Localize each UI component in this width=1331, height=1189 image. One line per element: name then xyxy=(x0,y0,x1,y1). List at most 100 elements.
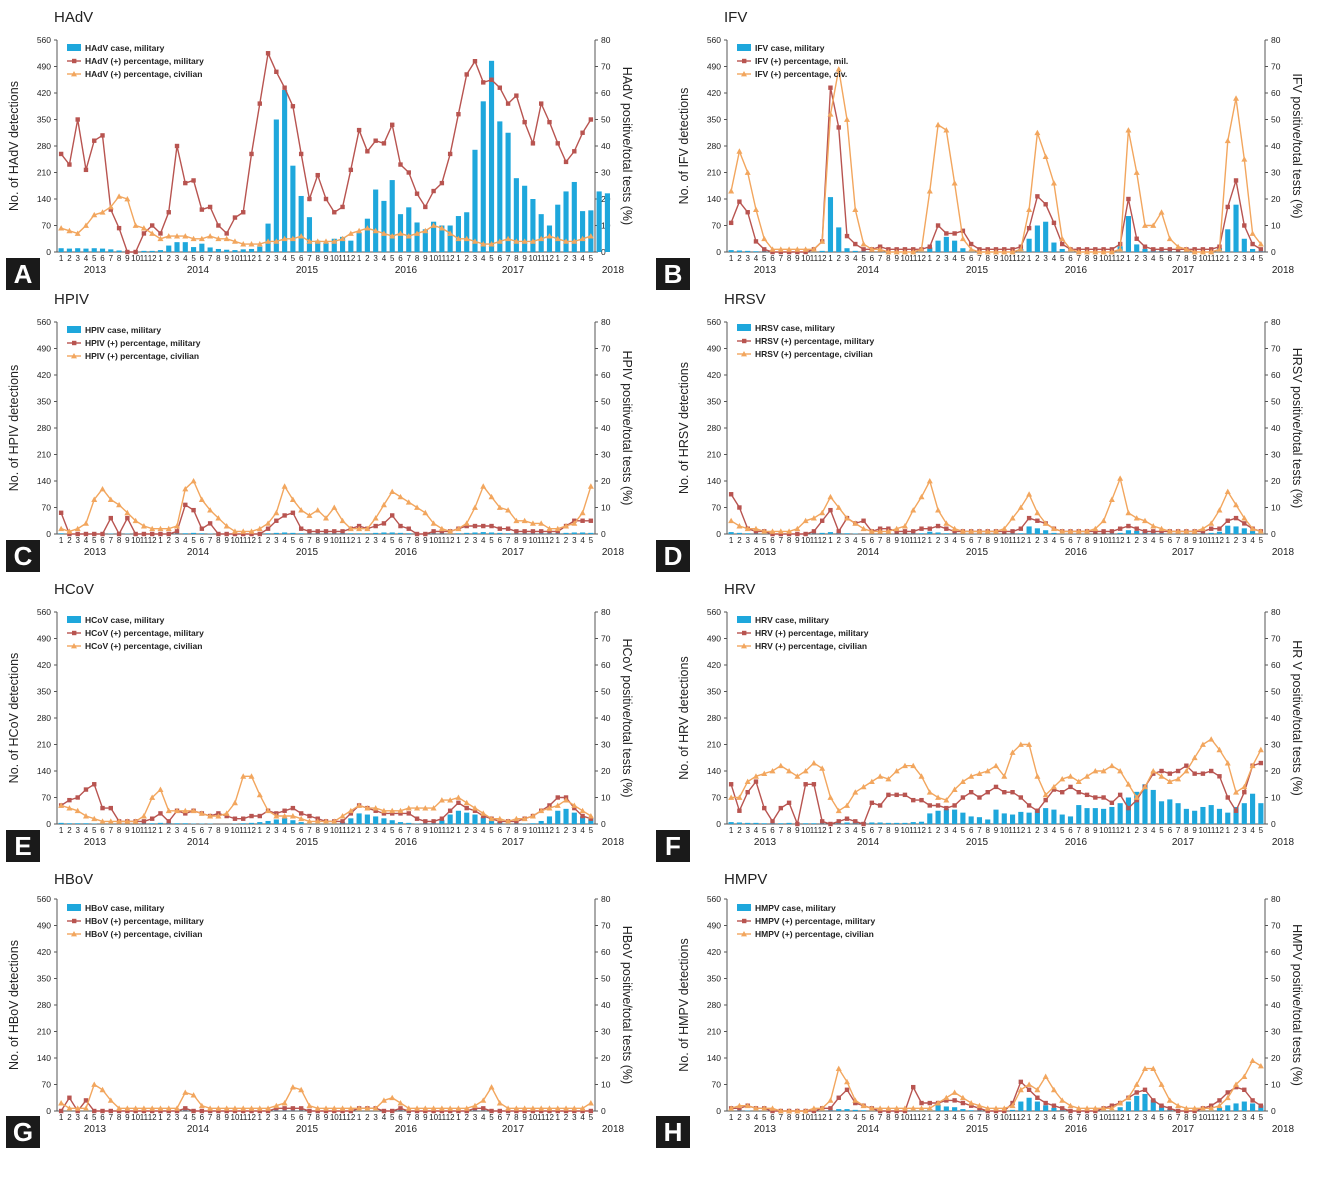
bar xyxy=(745,822,751,824)
point xyxy=(431,1108,436,1114)
y-axis-label: No. of HRSV detections xyxy=(677,362,691,494)
year-label: 2013 xyxy=(84,837,107,848)
point xyxy=(1150,523,1157,529)
month-tick-label: 4 xyxy=(282,1113,287,1122)
point xyxy=(447,1108,453,1114)
month-tick-label: 7 xyxy=(977,826,982,835)
point xyxy=(348,167,354,173)
point xyxy=(505,818,512,824)
point xyxy=(365,149,370,154)
point xyxy=(984,768,991,774)
point xyxy=(166,531,171,537)
bar xyxy=(546,533,553,534)
bar xyxy=(1158,533,1165,534)
point xyxy=(82,813,89,819)
y2-tick-label: 20 xyxy=(601,1053,611,1063)
point xyxy=(265,807,272,814)
year-label: 2013 xyxy=(84,1124,107,1135)
point xyxy=(1117,792,1123,798)
month-tick-label: 4 xyxy=(580,826,585,835)
bar xyxy=(1043,1105,1049,1111)
bar xyxy=(182,242,188,252)
month-tick-label: 3 xyxy=(1043,826,1048,835)
point xyxy=(405,499,412,505)
month-tick-label: 2 xyxy=(67,254,72,263)
point xyxy=(1009,1102,1016,1109)
y2-tick-label: 80 xyxy=(601,317,611,327)
point xyxy=(348,811,354,816)
point xyxy=(306,238,313,244)
point xyxy=(289,235,296,242)
month-tick-label: 5 xyxy=(191,254,196,263)
bar xyxy=(505,533,511,534)
month-tick-label: 4 xyxy=(84,826,89,835)
point xyxy=(960,228,966,233)
point xyxy=(447,1105,454,1111)
bar xyxy=(298,533,304,534)
point xyxy=(827,1097,834,1103)
point xyxy=(231,799,238,806)
month-tick-label: 1 xyxy=(456,536,461,545)
month-tick-label: 12 xyxy=(247,1113,256,1122)
point xyxy=(1192,771,1197,776)
month-tick-label: 12 xyxy=(446,536,455,545)
y2-tick-label: 0 xyxy=(1271,247,1276,257)
year-label: 2015 xyxy=(966,837,989,848)
bar xyxy=(1034,1101,1040,1111)
point xyxy=(1026,741,1033,747)
year-label: 2018 xyxy=(1272,265,1295,276)
point xyxy=(165,233,172,239)
point xyxy=(952,529,957,534)
point xyxy=(124,509,131,516)
month-tick-label: 4 xyxy=(1250,1113,1255,1122)
point xyxy=(811,782,817,787)
month-tick-label: 11 xyxy=(438,254,447,263)
month-tick-label: 5 xyxy=(1159,536,1164,545)
bar xyxy=(182,823,188,824)
point xyxy=(1183,768,1190,774)
month-tick-label: 11 xyxy=(239,254,248,263)
point xyxy=(431,529,436,534)
bar xyxy=(1009,814,1016,824)
month-tick-label: 5 xyxy=(1259,536,1264,545)
point xyxy=(1126,805,1131,811)
legend-swatch xyxy=(737,44,751,51)
point xyxy=(82,1105,89,1111)
point xyxy=(926,1105,933,1111)
point xyxy=(1175,247,1181,252)
point xyxy=(959,235,966,242)
point xyxy=(588,816,594,821)
bar xyxy=(1134,530,1140,534)
month-tick-label: 9 xyxy=(224,826,229,835)
panel-title: HMPV xyxy=(724,871,767,888)
point xyxy=(232,215,238,220)
bar xyxy=(1167,799,1173,824)
line-series xyxy=(728,85,1264,255)
y-tick-label: 70 xyxy=(42,221,52,231)
point xyxy=(547,529,552,534)
month-tick-label: 8 xyxy=(985,1113,990,1122)
month-tick-label: 11 xyxy=(909,826,918,835)
month-tick-label: 10 xyxy=(1099,254,1108,263)
bar xyxy=(464,812,470,824)
point xyxy=(910,1105,917,1111)
point xyxy=(471,238,478,244)
month-tick-label: 4 xyxy=(1151,826,1156,835)
month-tick-label: 3 xyxy=(845,826,850,835)
point xyxy=(844,1087,850,1092)
y2-tick-label: 20 xyxy=(601,476,611,486)
month-tick-label: 7 xyxy=(779,826,784,835)
year-label: 2016 xyxy=(395,265,418,276)
month-tick-label: 2 xyxy=(936,1113,941,1122)
point xyxy=(414,191,420,196)
month-tick-label: 1 xyxy=(456,254,461,263)
series-line xyxy=(60,50,592,253)
point xyxy=(66,528,73,534)
point xyxy=(1084,249,1091,255)
bar xyxy=(538,214,544,252)
point xyxy=(571,1105,578,1111)
month-tick-label: 7 xyxy=(1176,254,1181,263)
point xyxy=(977,1106,982,1111)
point xyxy=(1060,790,1065,795)
point xyxy=(480,483,487,489)
